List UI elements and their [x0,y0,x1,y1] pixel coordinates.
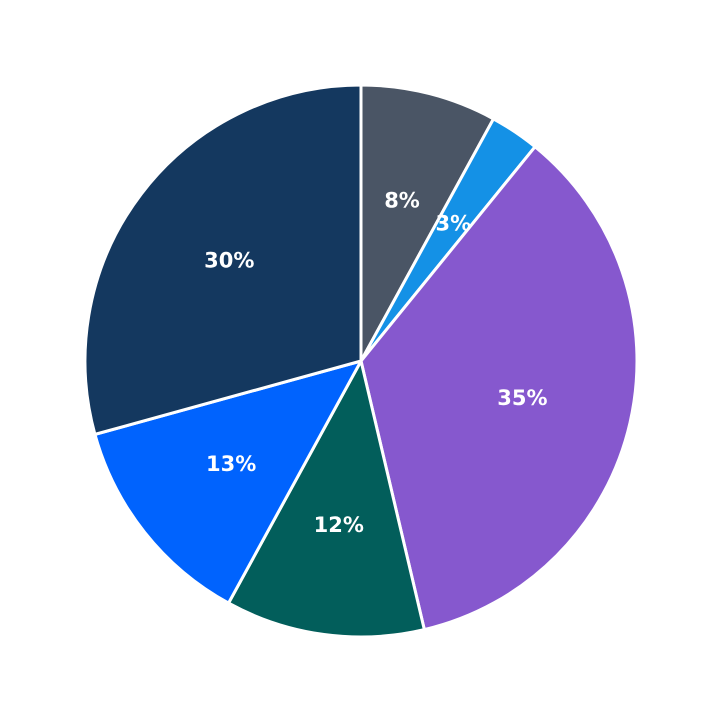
pie-slices [83,83,639,639]
pie-labels: 8% 3% 35% 12% 13% 30% [204,189,547,538]
pie-slice [93,359,363,605]
slice-label: 35% [497,386,547,410]
slice-label: 3% [435,212,471,236]
pie-slice [227,359,426,639]
pie-slice [359,83,495,363]
slice-label: 13% [206,452,256,476]
slice-label: 12% [314,513,364,537]
slice-label: 30% [204,249,254,273]
pie-slice [83,83,363,436]
pie-slice [359,145,639,632]
slice-label: 8% [384,189,420,213]
